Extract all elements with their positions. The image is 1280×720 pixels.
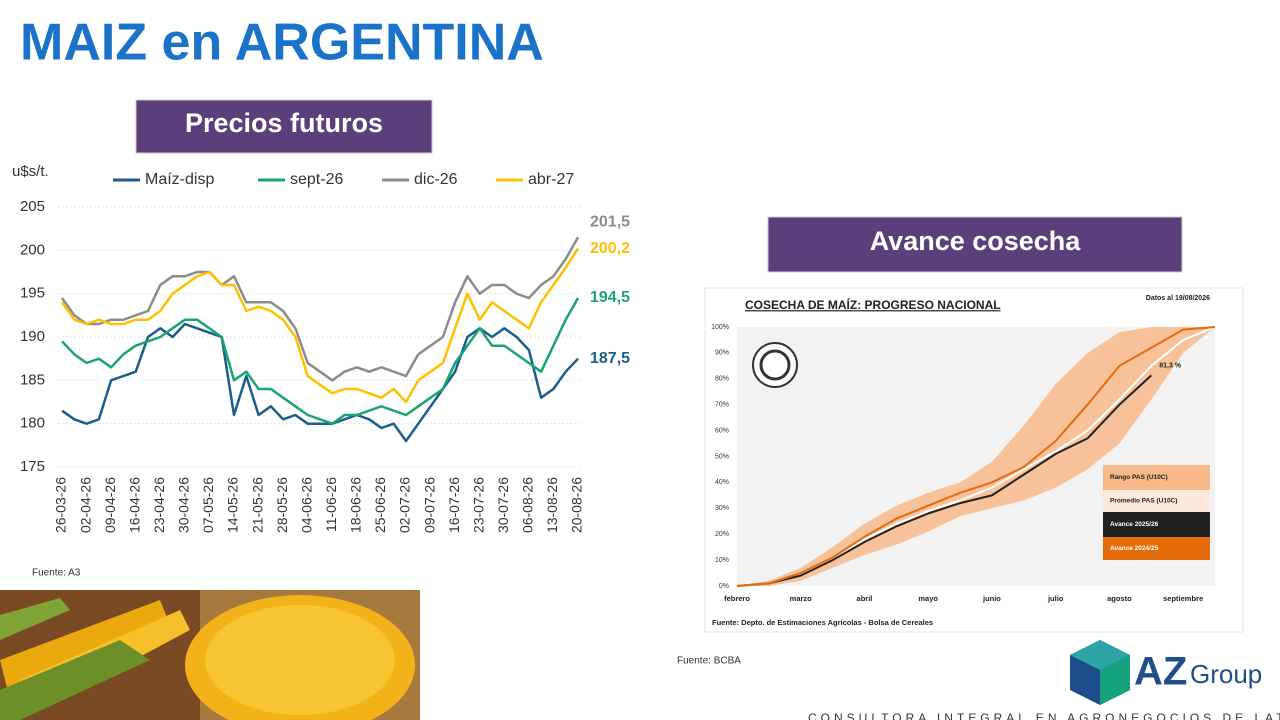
source: Fuente: BCBA bbox=[677, 656, 741, 667]
y-tick-label: 100% bbox=[711, 324, 729, 331]
series-line bbox=[61, 322, 579, 443]
y-tick-label: 205 bbox=[20, 198, 45, 215]
y-tick-label: 50% bbox=[715, 453, 729, 460]
y-tick-label: 190 bbox=[20, 328, 45, 345]
x-tick-label: marzo bbox=[790, 594, 813, 603]
y-tick-label: 195 bbox=[20, 285, 45, 302]
legend-label: dic-26 bbox=[414, 171, 458, 188]
x-tick-label: 30-07-26 bbox=[495, 477, 511, 533]
y-tick-label: 30% bbox=[715, 505, 729, 512]
x-tick-label: 02-04-26 bbox=[77, 477, 93, 533]
x-tick-label: 07-05-26 bbox=[200, 477, 216, 533]
legend-label: Maíz-disp bbox=[145, 171, 214, 188]
legend-swatch bbox=[1103, 512, 1210, 537]
x-tick-label: 16-07-26 bbox=[446, 477, 462, 533]
x-tick-label: 04-06-26 bbox=[298, 477, 314, 533]
data-label: 81,3 % bbox=[1159, 362, 1182, 369]
legend-label: sept-26 bbox=[290, 171, 343, 188]
x-tick-label: agosto bbox=[1107, 594, 1132, 603]
x-tick-label: 18-06-26 bbox=[348, 477, 364, 533]
x-tick-label: 23-07-26 bbox=[470, 477, 486, 533]
y-tick-label: 200 bbox=[20, 241, 45, 258]
source: Fuente: Depto. de Estimaciones Agrícolas… bbox=[712, 618, 933, 627]
x-tick-label: junio bbox=[982, 594, 1001, 603]
series-line bbox=[736, 374, 1152, 587]
x-tick-label: 09-07-26 bbox=[421, 477, 437, 533]
legend-label: Avance 2025/26 bbox=[1110, 521, 1159, 528]
emblem bbox=[752, 342, 798, 388]
logo: AZ Group CONSULTORA INTEGRAL EN AGRONEGO… bbox=[808, 640, 1280, 720]
y-tick-label: 60% bbox=[715, 427, 729, 434]
series-line bbox=[60, 236, 580, 382]
y-tick-label: 175 bbox=[20, 458, 45, 475]
y-tick-label: 185 bbox=[20, 371, 45, 388]
chart-title: Avance cosecha bbox=[870, 226, 1082, 256]
y-tick-label: 0% bbox=[719, 583, 729, 590]
legend-label: abr-27 bbox=[528, 171, 574, 188]
y-tick-label: 70% bbox=[715, 402, 729, 409]
x-tick-label: 02-07-26 bbox=[397, 477, 413, 533]
x-tick-label: 25-06-26 bbox=[372, 477, 388, 533]
x-tick-label: julio bbox=[1047, 594, 1064, 603]
x-tick-label: abril bbox=[857, 594, 873, 603]
x-tick-label: 21-05-26 bbox=[249, 477, 265, 533]
slide-title: MAIZ en ARGENTINA bbox=[20, 14, 544, 72]
logo-word: Group bbox=[1190, 659, 1262, 689]
legend-swatch bbox=[1103, 465, 1210, 490]
legend-label: Promedio PAS (U10C) bbox=[1110, 498, 1177, 505]
x-tick-label: 30-04-26 bbox=[176, 477, 192, 533]
y-tick-label: 40% bbox=[715, 479, 729, 486]
x-tick-label: febrero bbox=[724, 594, 750, 603]
x-tick-label: 14-05-26 bbox=[225, 477, 241, 533]
series-line bbox=[61, 297, 580, 425]
y-tick-label: 90% bbox=[715, 350, 729, 357]
range-band bbox=[737, 327, 1215, 586]
y-tick-label: 80% bbox=[715, 376, 729, 383]
legend-swatch bbox=[1103, 490, 1210, 512]
data-label: 200,2 bbox=[590, 240, 630, 257]
y-tick-label: 180 bbox=[20, 415, 45, 432]
data-label: 187,5 bbox=[590, 350, 630, 367]
legend-label: Avance 2024/25 bbox=[1110, 545, 1159, 552]
legend-swatch bbox=[1103, 537, 1210, 560]
y-tick-label: 10% bbox=[715, 557, 729, 564]
x-tick-label: 23-04-26 bbox=[151, 477, 167, 533]
y-axis-label: u$s/t. bbox=[12, 163, 49, 180]
x-tick-label: 11-06-26 bbox=[323, 477, 339, 532]
x-tick-label: 13-08-26 bbox=[544, 477, 560, 533]
source: Fuente: A3 bbox=[32, 568, 81, 579]
header-box bbox=[135, 99, 433, 154]
x-tick-label: 16-04-26 bbox=[126, 477, 142, 533]
x-tick-label: 20-08-26 bbox=[569, 477, 585, 533]
chart-note: Datos al 19/08/2026 bbox=[1146, 295, 1210, 302]
series-line bbox=[736, 326, 1216, 587]
logo-tagline: CONSULTORA INTEGRAL EN AGRONEGOCIOS DE L… bbox=[808, 711, 1280, 720]
chart-subtitle: COSECHA DE MAÍZ: PROGRESO NACIONAL bbox=[745, 297, 1001, 312]
x-tick-label: septiembre bbox=[1163, 594, 1203, 603]
y-tick-label: 20% bbox=[715, 531, 729, 538]
header-box bbox=[767, 216, 1183, 273]
data-label: 194,5 bbox=[590, 289, 630, 306]
chart-title: Precios futuros bbox=[185, 108, 383, 138]
series-line bbox=[60, 247, 580, 404]
data-label: 201,5 bbox=[590, 214, 630, 231]
logo-mark: AZ bbox=[1134, 650, 1187, 694]
x-tick-label: 26-03-26 bbox=[53, 477, 69, 533]
corn-photo bbox=[0, 590, 420, 720]
x-tick-label: 28-05-26 bbox=[274, 477, 290, 533]
legend-label: Rango PAS (U10C) bbox=[1110, 474, 1168, 481]
x-tick-label: 06-08-26 bbox=[520, 477, 536, 533]
x-tick-label: mayo bbox=[918, 594, 938, 603]
x-tick-label: 09-04-26 bbox=[102, 477, 118, 533]
